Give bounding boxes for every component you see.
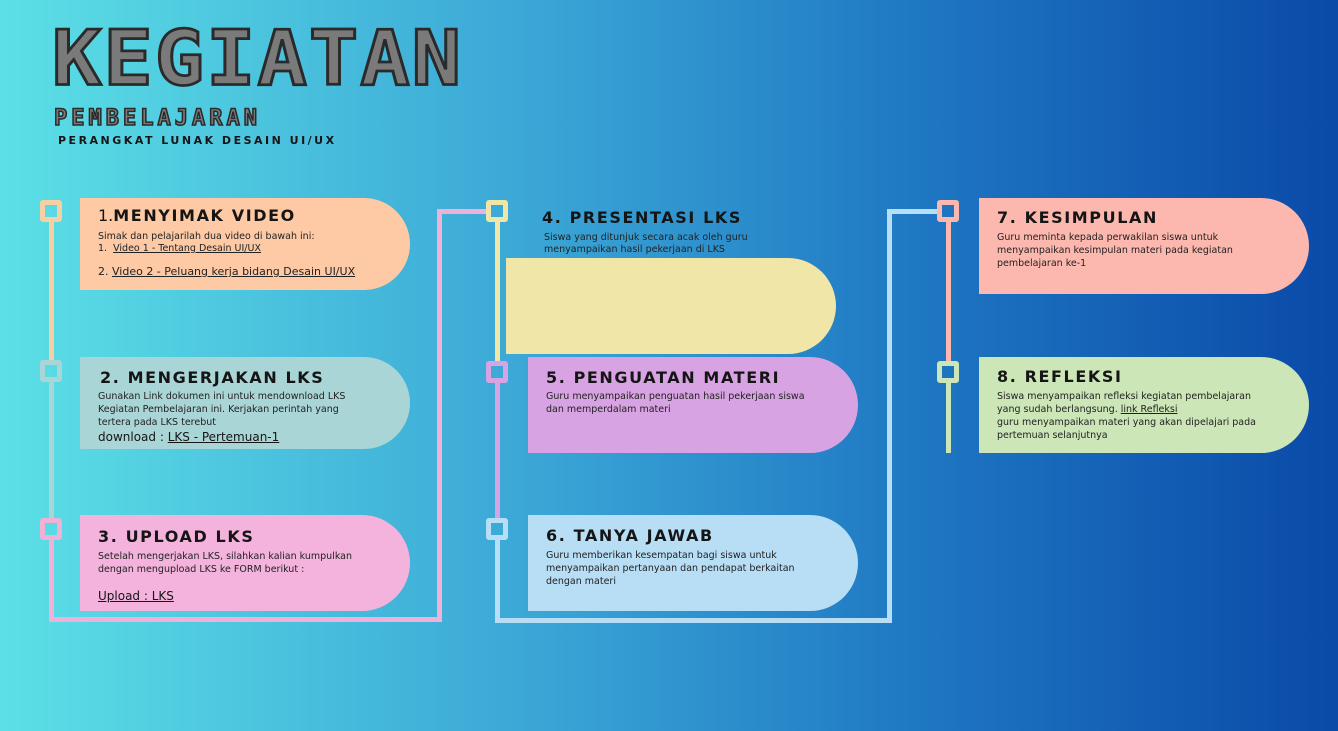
page-subtitle: PEMBELAJARAN [53, 106, 261, 131]
step-desc-8-line4: pertemuan selanjutnya [997, 430, 1108, 441]
step-desc-4-line2: menyampaikan hasil pekerjaan di LKS [544, 244, 725, 255]
step-desc-6-line1: Guru memberikan kesempatan bagi siswa un… [546, 550, 777, 561]
video-1-item: 1. Video 1 - Tentang Desain UI/UX [98, 242, 261, 255]
connector-3-bottom [49, 540, 54, 620]
step-desc-3-line1: Setelah mengerjakan LKS, silahkan kalian… [98, 551, 353, 562]
step-desc-6-line3: dengan materi [546, 576, 616, 587]
step-title-7: 7. KESIMPULAN [997, 208, 1158, 227]
upload-lks-link[interactable]: Upload : LKS [98, 589, 174, 603]
step-desc-4-line1: Siswa yang ditunjuk secara acak oleh gur… [544, 232, 748, 243]
step-desc-7-line2: menyampaikan kesimpulan materi pada kegi… [997, 245, 1233, 256]
step-card-1 [80, 198, 410, 290]
connector-col2-top [887, 209, 937, 214]
step-node-1 [40, 200, 62, 222]
step-node-8 [937, 361, 959, 383]
connector-7-8 [946, 222, 951, 362]
connector-4-5 [495, 222, 500, 362]
step-desc-5-line2: dan memperdalam materi [546, 404, 671, 415]
video-2-link[interactable]: Video 2 - Peluang kerja bidang Desain UI… [112, 265, 356, 278]
step-title-4: 4. PRESENTASI LKS [542, 208, 743, 227]
step-title-5: 5. PENGUATAN MATERI [546, 368, 781, 387]
step-node-6 [486, 518, 508, 540]
connector-1-2 [49, 220, 54, 360]
step-title-3: 3. UPLOAD LKS [98, 527, 255, 546]
connector-6-bottom [495, 540, 500, 623]
step-node-2 [40, 360, 62, 382]
connector-col1-rise [437, 209, 442, 622]
step-desc-8-line1: Siswa menyampaikan refleksi kegiatan pem… [997, 391, 1251, 402]
step-desc-8-line2: yang sudah berlangsung. link Refleksi [997, 403, 1178, 416]
connector-col2-bottom [495, 618, 892, 623]
download-label: download : [98, 430, 168, 444]
video-2-item: 2. Video 2 - Peluang kerja bidang Desain… [98, 265, 355, 278]
step-desc-2-line3: tertera pada LKS terebut [98, 417, 216, 428]
video-1-number: 1. [98, 243, 108, 254]
step-node-5 [486, 361, 508, 383]
step-card-2 [80, 357, 410, 449]
step-desc-2-line1: Gunakan Link dokumen ini untuk mendownlo… [98, 391, 346, 402]
step-card-8 [979, 357, 1309, 453]
step-desc-8-line2-text: yang sudah berlangsung. [997, 404, 1121, 415]
step-node-3 [40, 518, 62, 540]
step-desc-7-line1: Guru meminta kepada perwakilan siswa unt… [997, 232, 1219, 243]
step-number-1: 1. [98, 206, 114, 225]
step-desc-5-line1: Guru menyampaikan penguatan hasil pekerj… [546, 391, 805, 402]
connector-2-3 [49, 382, 54, 518]
step-card-6 [528, 515, 858, 611]
step-desc-6-line2: menyampaikan pertanyaan dan pendapat ber… [546, 563, 795, 574]
step-card-7 [979, 198, 1309, 294]
step-desc-1: Simak dan pelajarilah dua video di bawah… [98, 231, 315, 242]
step-card-5 [528, 357, 858, 453]
step-card-4 [506, 258, 836, 354]
connector-col2-rise [887, 209, 892, 623]
step-title-text-1: MENYIMAK VIDEO [113, 206, 296, 225]
step-title-6: 6. TANYA JAWAB [546, 526, 714, 545]
step-card-3 [80, 515, 410, 611]
step-node-4 [486, 200, 508, 222]
video-1-link[interactable]: Video 1 - Tentang Desain UI/UX [113, 243, 261, 254]
refleksi-link[interactable]: link Refleksi [1120, 404, 1178, 415]
connector-col1-bottom [49, 617, 441, 622]
page-title: KEGIATAN [51, 15, 463, 103]
course-title: PERANGKAT LUNAK DESAIN UI/UX [58, 134, 337, 147]
step-title-8: 8. REFLEKSI [997, 367, 1123, 386]
video-2-number: 2. [98, 265, 109, 278]
download-row: download : LKS - Pertemuan-1 [98, 430, 279, 444]
connector-5-6 [495, 383, 500, 519]
step-node-7 [937, 200, 959, 222]
connector-col1-top [437, 209, 487, 214]
step-desc-8-line3: guru menyampaikan materi yang akan dipel… [997, 417, 1256, 428]
step-desc-7-line3: pembelajaran ke-1 [997, 258, 1087, 269]
step-desc-2-line2: Kegiatan Pembelajaran ini. Kerjakan peri… [98, 404, 339, 415]
lks-download-link[interactable]: LKS - Pertemuan-1 [167, 430, 280, 444]
connector-8-bottom [946, 383, 951, 453]
step-title-2: 2. MENGERJAKAN LKS [100, 368, 325, 387]
step-title-1: 1.MENYIMAK VIDEO [98, 206, 296, 225]
step-desc-3-line2: dengan mengupload LKS ke FORM berikut : [98, 564, 305, 575]
